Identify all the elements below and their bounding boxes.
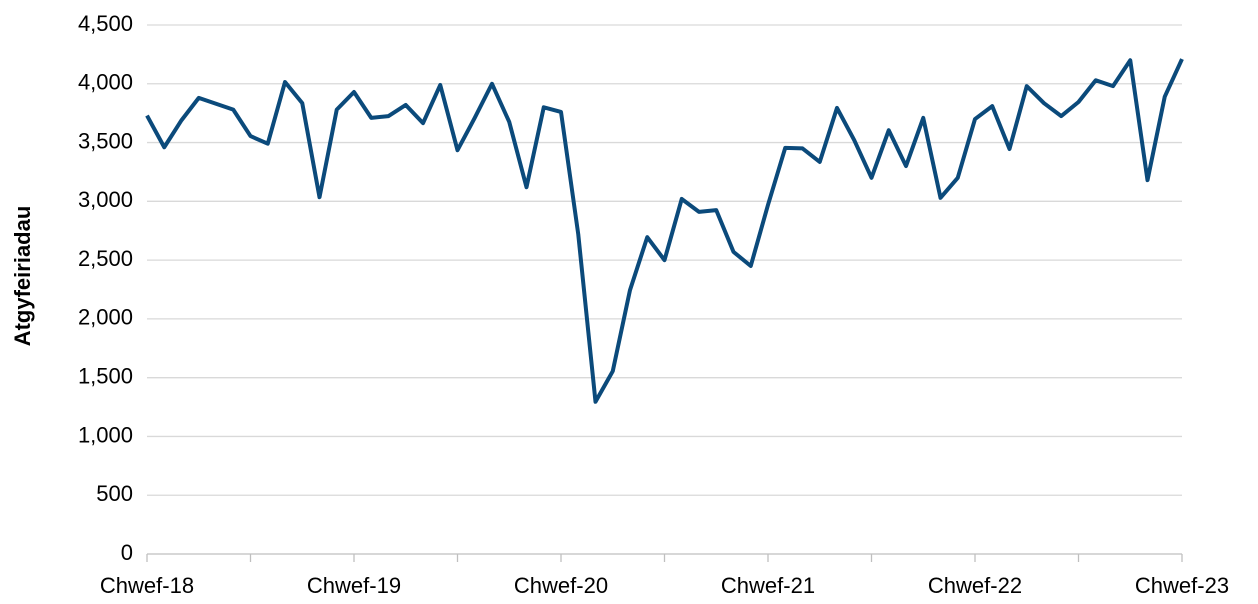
y-tick-label: 4,500 bbox=[78, 11, 133, 36]
x-tick-label: Chwef-19 bbox=[307, 573, 401, 598]
y-tick-label: 500 bbox=[96, 481, 133, 506]
x-tick-label: Chwef-21 bbox=[721, 573, 815, 598]
x-tick-label: Chwef-23 bbox=[1135, 573, 1229, 598]
y-tick-label: 2,500 bbox=[78, 246, 133, 271]
y-tick-label: 3,000 bbox=[78, 187, 133, 212]
x-tick-label: Chwef-18 bbox=[100, 573, 194, 598]
y-tick-label: 2,000 bbox=[78, 305, 133, 330]
x-tick-label: Chwef-22 bbox=[928, 573, 1022, 598]
y-tick-label: 3,500 bbox=[78, 128, 133, 153]
y-tick-label: 1,000 bbox=[78, 422, 133, 447]
y-axis-label: Atgyfeiriadau bbox=[10, 206, 35, 347]
y-tick-label: 1,500 bbox=[78, 363, 133, 388]
x-tick-label: Chwef-20 bbox=[514, 573, 608, 598]
y-tick-label: 4,000 bbox=[78, 70, 133, 95]
y-tick-label: 0 bbox=[121, 540, 133, 565]
line-series bbox=[145, 58, 1184, 404]
